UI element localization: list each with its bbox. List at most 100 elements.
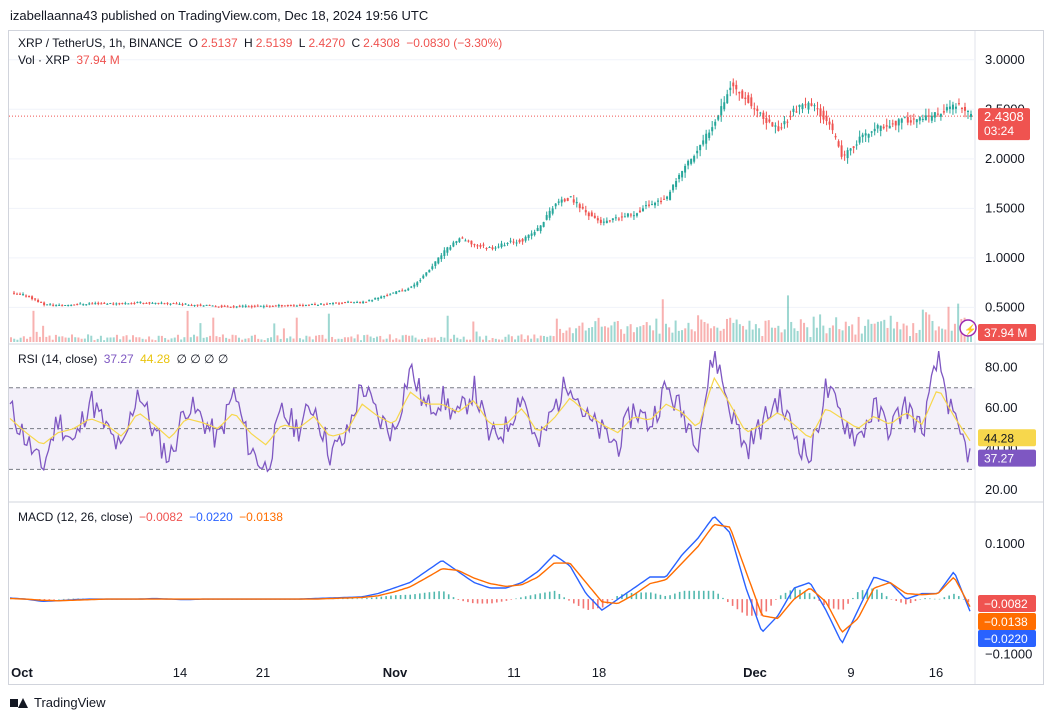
price-candle: [103, 302, 106, 304]
price-candle: [458, 238, 461, 242]
macd-histogram-bar: [443, 591, 445, 600]
macd-histogram-bar: [539, 593, 541, 600]
macd-histogram-bar: [919, 599, 922, 600]
volume-bar: [896, 321, 899, 342]
x-axis-tick: 9: [847, 665, 854, 680]
macd-label[interactable]: MACD (12, 26, close): [18, 510, 133, 524]
rsi-line: [9, 351, 971, 473]
macd-histogram-bar: [399, 595, 402, 600]
macd-histogram-bar: [698, 590, 700, 600]
volume-bar: [106, 337, 109, 342]
price-candle: [217, 306, 220, 308]
volume-bar: [735, 319, 738, 342]
volume-bar: [912, 323, 915, 342]
price-candle: [434, 261, 437, 266]
volume-bar: [173, 337, 176, 342]
volume-bar: [189, 337, 192, 342]
volume-bar: [453, 334, 456, 342]
volume-bar: [671, 332, 674, 342]
macd-histogram-bar: [476, 599, 479, 604]
macd-histogram-bar: [404, 594, 407, 600]
footer-brand[interactable]: TradingView: [10, 695, 106, 710]
macd-histogram-bar: [356, 598, 359, 600]
chart-frame: [8, 30, 1044, 685]
volume-bar: [257, 338, 260, 342]
volume-bar: [883, 319, 886, 342]
price-candle: [88, 303, 91, 305]
macd-histogram-bar: [890, 599, 893, 600]
price-candle: [344, 301, 347, 303]
macd-line: [9, 516, 971, 644]
macd-histogram-bar: [741, 599, 744, 613]
volume-bar: [398, 339, 401, 342]
price-candle: [789, 116, 792, 118]
volume-bar: [934, 330, 937, 342]
price-candle: [286, 304, 289, 306]
macd-histogram-bar: [866, 589, 869, 600]
close-label: C: [351, 36, 361, 50]
volume-bar: [623, 333, 626, 342]
price-candle: [684, 165, 687, 173]
price-candle: [491, 247, 494, 250]
price-candle: [250, 306, 253, 308]
price-candle: [118, 303, 121, 305]
volume-bar: [157, 335, 160, 342]
price-candle: [307, 304, 310, 306]
volume-bar: [16, 339, 19, 342]
price-axis-tick: 3.0000: [985, 52, 1025, 67]
macd-histogram-bar: [957, 596, 960, 600]
price-candle: [939, 113, 942, 117]
macd-badge: −0.0220: [984, 632, 1028, 646]
countdown-badge: 03:24: [984, 124, 1014, 138]
volume-bar: [937, 326, 940, 342]
volume-bar: [828, 327, 831, 342]
volume-bar: [751, 329, 754, 342]
volume-bar: [478, 336, 481, 342]
price-candle: [864, 133, 867, 136]
macd-histogram-bar: [953, 593, 955, 600]
volume-bar: [851, 324, 854, 342]
macd-histogram-bar: [856, 592, 859, 600]
rsi-label[interactable]: RSI (14, close): [18, 352, 98, 366]
price-candle: [623, 216, 626, 218]
macd-histogram-bar: [837, 599, 840, 610]
volume-bar: [742, 325, 745, 342]
volume-bar: [231, 334, 234, 342]
volume-label[interactable]: Vol · XRP: [18, 53, 71, 67]
volume-bar: [19, 337, 22, 342]
price-candle: [542, 222, 545, 227]
price-candle: [599, 219, 602, 223]
price-candle: [467, 240, 470, 242]
price-candle: [536, 227, 539, 231]
macd-signal-value: −0.0138: [239, 510, 283, 524]
price-candle: [924, 115, 927, 121]
macd-histogram-bar: [938, 598, 941, 600]
volume-bar: [941, 328, 944, 342]
price-candle: [464, 240, 467, 242]
volume-bar: [372, 337, 375, 342]
volume-bar: [327, 313, 330, 342]
volume-bar: [437, 340, 440, 342]
symbol-label[interactable]: XRP / TetherUS, 1h, BINANCE: [18, 36, 183, 50]
volume-bar: [844, 321, 847, 342]
price-candle: [398, 290, 401, 292]
price-candle: [422, 275, 425, 279]
price-legend: XRP / TetherUS, 1h, BINANCE O 2.5137 H 2.5…: [18, 36, 505, 50]
volume-bar: [433, 337, 436, 342]
volume-bar: [244, 338, 247, 342]
price-candle: [602, 221, 605, 223]
price-candle: [632, 215, 635, 217]
price-candle: [753, 108, 756, 110]
price-candle: [693, 156, 696, 162]
price-candle: [647, 204, 650, 206]
price-candle: [452, 242, 455, 247]
volume-bar: [266, 338, 269, 342]
price-candle: [970, 113, 972, 117]
volume-bar: [806, 327, 809, 342]
macd-histogram-bar: [962, 599, 965, 600]
volume-bar: [48, 335, 51, 342]
volume-bar: [825, 333, 828, 342]
price-candle: [945, 107, 948, 111]
price-candle: [61, 305, 64, 307]
